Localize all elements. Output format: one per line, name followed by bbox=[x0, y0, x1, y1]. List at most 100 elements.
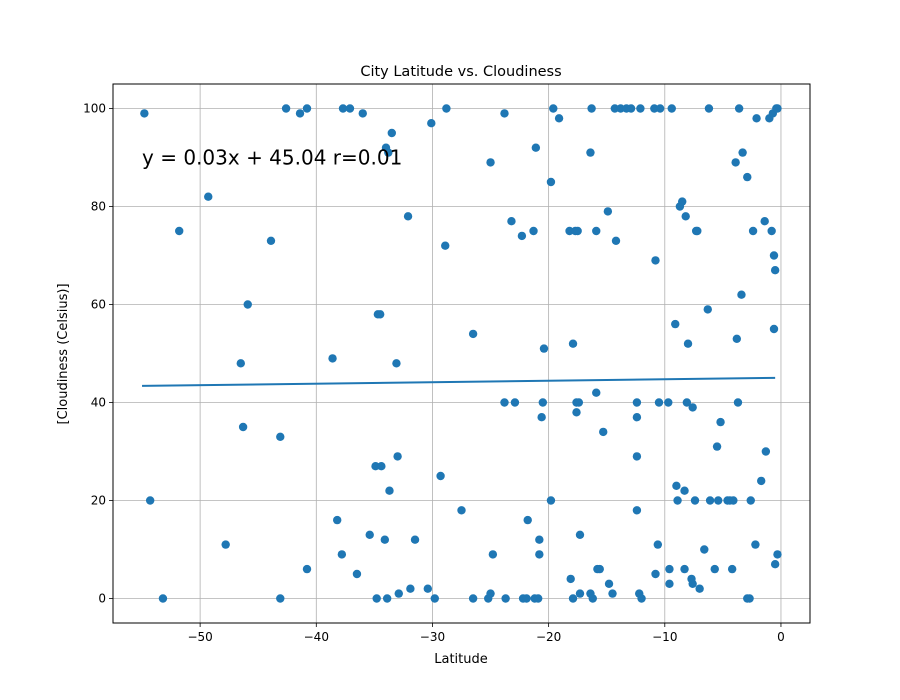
y-tick-label: 100 bbox=[83, 102, 106, 116]
chart-title: City Latitude vs. Cloudiness bbox=[360, 64, 561, 80]
data-point bbox=[700, 545, 709, 554]
data-point bbox=[423, 584, 433, 593]
y-tick-label: 80 bbox=[91, 200, 106, 214]
data-point bbox=[276, 594, 285, 603]
data-point bbox=[457, 506, 466, 515]
data-point bbox=[522, 594, 531, 603]
data-point bbox=[410, 535, 420, 544]
data-point bbox=[592, 388, 601, 397]
data-point bbox=[632, 398, 642, 407]
data-point bbox=[276, 432, 285, 441]
data-point bbox=[204, 192, 213, 201]
data-point bbox=[546, 496, 556, 505]
data-points bbox=[140, 104, 782, 603]
data-point bbox=[510, 398, 520, 407]
data-point bbox=[664, 398, 673, 407]
data-point bbox=[377, 462, 386, 471]
data-point bbox=[632, 452, 642, 461]
data-point bbox=[488, 550, 498, 559]
data-point bbox=[682, 398, 692, 407]
data-point bbox=[716, 417, 725, 427]
data-point bbox=[586, 148, 595, 157]
data-point bbox=[371, 462, 380, 471]
data-point bbox=[610, 104, 620, 113]
data-point bbox=[678, 197, 687, 206]
data-point bbox=[468, 594, 478, 603]
data-point bbox=[337, 550, 347, 559]
data-point bbox=[533, 594, 543, 603]
data-point bbox=[175, 226, 184, 236]
data-point bbox=[539, 344, 549, 353]
x-axis-ticks: −50 −40 −30 −20 −10 0 bbox=[187, 623, 785, 644]
data-point bbox=[328, 354, 337, 363]
data-point bbox=[486, 589, 495, 598]
data-point bbox=[427, 119, 436, 128]
data-point bbox=[158, 594, 168, 603]
data-point bbox=[665, 564, 674, 574]
data-point bbox=[632, 506, 642, 515]
data-point bbox=[604, 579, 614, 588]
data-point bbox=[281, 104, 291, 113]
regression-annotation: y = 0.03x + 45.04 r=0.01 bbox=[142, 146, 402, 170]
data-point bbox=[372, 594, 381, 603]
data-point bbox=[345, 104, 355, 113]
data-point bbox=[769, 251, 779, 260]
data-point bbox=[393, 452, 402, 461]
data-point bbox=[690, 496, 700, 505]
data-point bbox=[632, 413, 642, 422]
data-point bbox=[575, 589, 585, 598]
data-point bbox=[733, 398, 743, 407]
y-tick-label: 0 bbox=[98, 592, 106, 606]
data-point bbox=[773, 550, 782, 559]
data-point bbox=[387, 128, 396, 138]
y-tick-label: 40 bbox=[91, 396, 106, 410]
data-point bbox=[637, 594, 646, 603]
data-point bbox=[145, 496, 155, 505]
data-point bbox=[500, 109, 509, 118]
data-point bbox=[238, 422, 248, 432]
data-point bbox=[773, 104, 782, 113]
data-point bbox=[221, 540, 230, 549]
data-point bbox=[592, 226, 601, 236]
data-point bbox=[575, 530, 585, 539]
x-tick-label: −50 bbox=[187, 630, 212, 644]
gridlines bbox=[113, 84, 810, 623]
data-point bbox=[365, 530, 374, 539]
plot-area-frame bbox=[112, 83, 811, 624]
data-point bbox=[436, 471, 445, 481]
data-point bbox=[380, 535, 390, 544]
data-point bbox=[743, 172, 752, 182]
data-point bbox=[751, 540, 760, 549]
data-point bbox=[538, 398, 548, 407]
y-axis-ticks: 0 20 40 60 80 100 bbox=[83, 102, 113, 606]
data-point bbox=[710, 564, 719, 574]
data-point bbox=[565, 226, 574, 236]
data-point bbox=[333, 515, 342, 525]
regression-line-group bbox=[142, 376, 776, 387]
data-point bbox=[384, 148, 393, 157]
data-point bbox=[588, 594, 597, 603]
data-point bbox=[752, 114, 761, 123]
data-point bbox=[651, 256, 660, 265]
data-point bbox=[266, 236, 276, 245]
data-point bbox=[693, 226, 702, 236]
regression-line bbox=[142, 376, 776, 387]
data-point bbox=[727, 564, 737, 574]
data-point bbox=[140, 109, 149, 118]
x-tick-label: 0 bbox=[777, 630, 785, 644]
data-point bbox=[535, 535, 544, 544]
data-point bbox=[531, 143, 541, 152]
data-point bbox=[568, 594, 578, 603]
data-point bbox=[302, 564, 312, 574]
data-point bbox=[572, 408, 581, 417]
data-point bbox=[375, 310, 385, 319]
data-point bbox=[712, 442, 722, 451]
data-point bbox=[549, 104, 558, 113]
x-tick-label: −40 bbox=[304, 630, 329, 644]
data-point bbox=[650, 104, 659, 113]
data-point bbox=[703, 305, 712, 314]
data-point bbox=[651, 569, 660, 579]
data-point bbox=[394, 589, 403, 598]
